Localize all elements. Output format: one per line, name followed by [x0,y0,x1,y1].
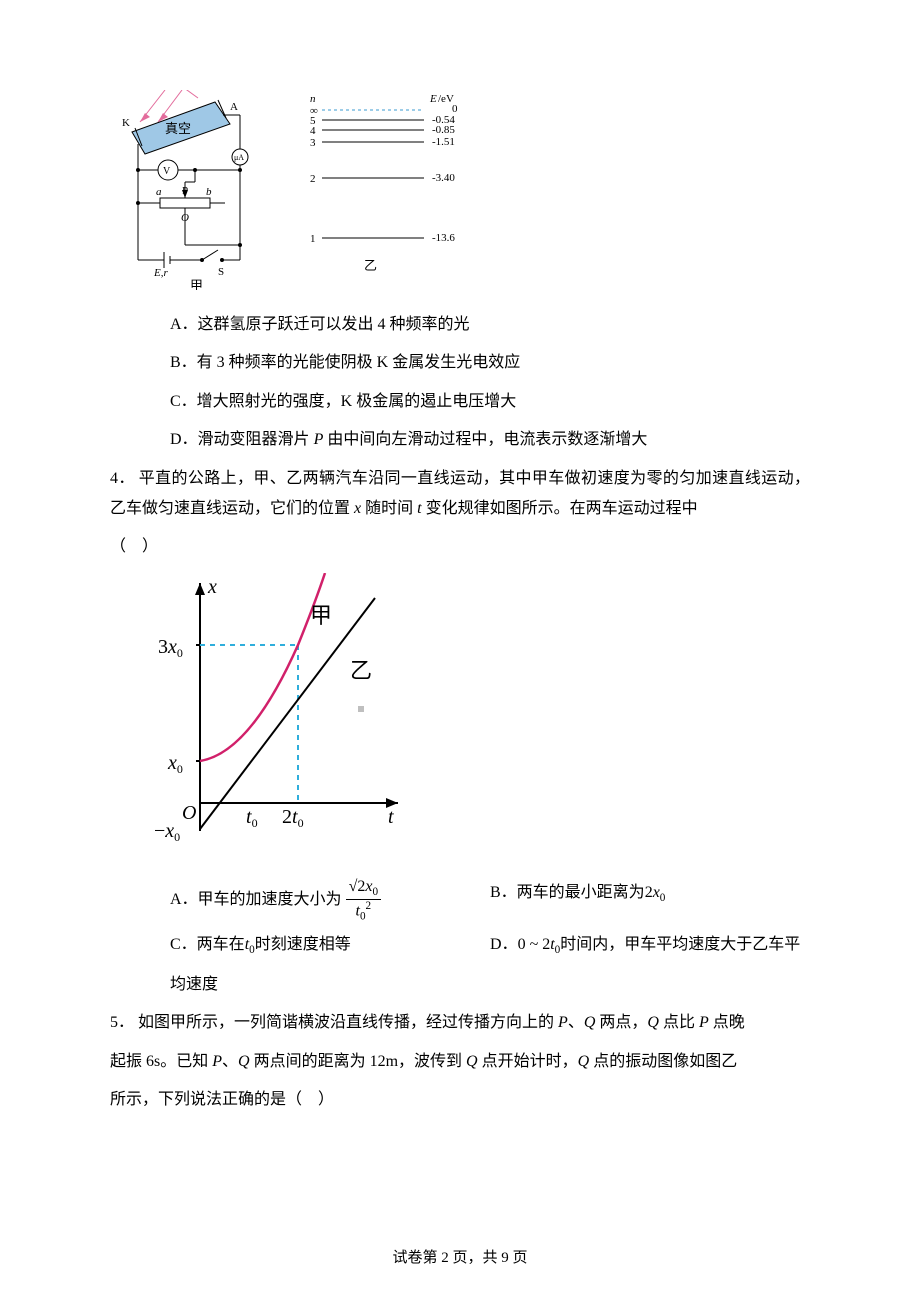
energy-level-diagram: n E/eV ∞ 0 5-0.54 4-0.85 3-1.51 2-3.40 1… [304,90,484,290]
q3-d-pre: D．滑动变阻器滑片 [170,431,314,448]
q4-option-c: C．两车在t0时刻速度相等 [170,930,490,961]
svg-text:μA: μA [234,153,244,162]
circuit-diagram: 真空 K A μA V a P [110,90,280,290]
svg-text:3: 3 [310,137,316,149]
svg-text:2: 2 [310,173,316,185]
svg-text:1: 1 [310,233,316,245]
q3-options: A．这群氢原子跃迁可以发出 4 种频率的光 B．有 3 种频率的光能使阴极 K … [110,310,810,456]
svg-text:A: A [230,101,238,113]
q4-graph: x t O 3x0 x0 −x0 t0 2t0 甲 [110,573,810,854]
q5-l2e: 点的振动图像如图乙 [589,1053,737,1070]
q3-option-b: B．有 3 种频率的光能使阴极 K 金属发生光电效应 [170,348,810,378]
q4-a-pre: A．甲车的加速度大小为 [170,891,342,908]
svg-text:S: S [218,266,224,278]
svg-text:t: t [388,806,394,828]
q4-b-pre: B．两车的最小距离为 [490,884,645,901]
q4-a-frac: √2x0 t02 [346,878,381,922]
page-footer: 试卷第 2 页，共 9 页 [0,1244,920,1273]
svg-text:甲: 甲 [190,278,203,290]
q4-blank: （ ） [110,532,810,562]
q4-option-d: D．0 ~ 2t0时间内，甲车平均速度大于乙车平 [490,930,810,961]
q3-d-post: 由中间向左滑动过程中，电流表示数逐渐增大 [323,431,647,448]
q5-line1: 5．如图甲所示，一列简谐横波沿直线传播，经过传播方向上的 P、Q 两点，Q 点比… [110,1008,810,1038]
svg-text:甲: 甲 [310,603,332,628]
svg-text:O: O [182,802,196,824]
svg-text:-1.51: -1.51 [432,136,455,148]
q4-option-a: A．甲车的加速度大小为 √2x0 t02 [170,878,490,922]
svg-text:2t0: 2t0 [282,806,304,830]
q5-line3: 所示，下列说法正确的是（ ） [110,1085,810,1115]
q4-d-post: 时间内，甲车平均速度大于乙车平 [560,936,800,953]
svg-text:x0: x0 [167,752,183,776]
svg-text:x: x [207,576,217,598]
svg-text:-3.40: -3.40 [432,172,455,184]
svg-text:-0.85: -0.85 [432,124,455,136]
svg-text:真空: 真空 [165,121,191,136]
page-marker [358,706,364,712]
q5-l1c: 两点， [595,1014,647,1031]
q4-c-pre: C．两车在 [170,936,245,953]
svg-text:E,r: E,r [153,267,168,279]
svg-text:b: b [206,186,212,198]
exam-page: 真空 K A μA V a P [0,0,920,1302]
q5-l1e: 点晚 [709,1014,745,1031]
svg-text:乙: 乙 [364,258,377,273]
q5-l2d: 点开始计时， [478,1053,578,1070]
q4-option-d-cont: 均速度 [110,970,810,1000]
q5-number: 5． [110,1014,134,1031]
q4-number: 4． [110,470,135,487]
q3-option-d: D．滑动变阻器滑片 P 由中间向左滑动过程中，电流表示数逐渐增大 [170,425,810,455]
q4-c-post: 时刻速度相等 [255,936,351,953]
q4-options-row1: A．甲车的加速度大小为 √2x0 t02 B．两车的最小距离为2x0 [110,878,810,922]
q3-option-c: C．增大照射光的强度，K 极金属的遏止电压增大 [170,387,810,417]
q5-line2: 起振 6s。已知 P、Q 两点间的距离为 12m，波传到 Q 点开始计时，Q 点… [110,1047,810,1077]
svg-text:E: E [429,93,437,105]
svg-text:3x0: 3x0 [158,636,183,660]
q4-mid: 随时间 [361,500,417,517]
q4-text: 4．平直的公路上，甲、乙两辆汽车沿同一直线运动，其中甲车做初速度为零的匀加速直线… [110,464,810,525]
svg-text:4: 4 [310,125,316,137]
q4-option-b: B．两车的最小距离为2x0 [490,878,810,922]
figure-row: 真空 K A μA V a P [110,90,810,290]
q5-l2a: 起振 6s。已知 [110,1053,212,1070]
svg-text:V: V [163,166,171,177]
svg-text:-13.6: -13.6 [432,232,455,244]
svg-text:n: n [310,93,316,105]
svg-text:K: K [122,117,130,129]
q5-l2c: 两点间的距离为 12m，波传到 [250,1053,466,1070]
svg-text:t0: t0 [246,806,258,830]
q4-d-pre: D． [490,936,518,953]
svg-text:−x0: −x0 [154,820,180,843]
q5-l2b: 、 [222,1053,238,1070]
q3-option-a: A．这群氢原子跃迁可以发出 4 种频率的光 [170,310,810,340]
svg-text:乙: 乙 [350,658,372,683]
q4-options-row2: C．两车在t0时刻速度相等 D．0 ~ 2t0时间内，甲车平均速度大于乙车平 [110,930,810,961]
q5-l1a: 如图甲所示，一列简谐横波沿直线传播，经过传播方向上的 [138,1014,558,1031]
q5-l1d: 点比 [659,1014,699,1031]
svg-text:a: a [156,186,162,198]
q4-post: 变化规律如图所示。在两车运动过程中 [422,500,698,517]
q5-l1b: 、 [568,1014,584,1031]
